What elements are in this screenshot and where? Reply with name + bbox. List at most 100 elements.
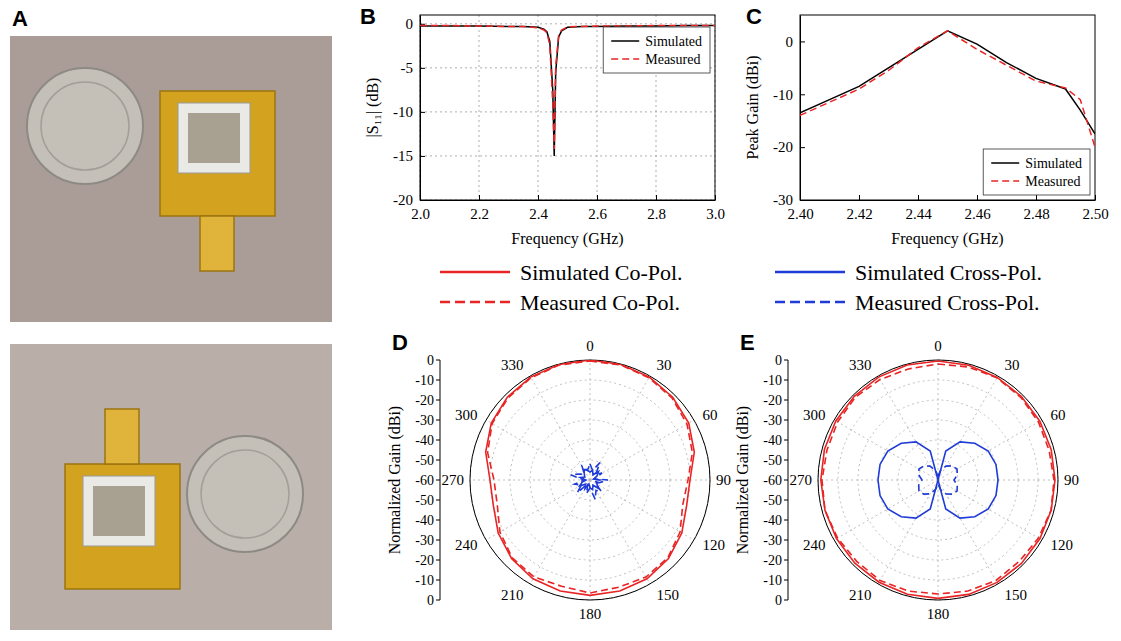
x-tick: 2.48 (1023, 195, 1049, 222)
x-tick-mark (656, 195, 657, 200)
photo-antenna-body (65, 464, 180, 589)
grid-line-y (420, 111, 715, 112)
series-line (800, 31, 1095, 134)
legend-label: Simulated (1025, 156, 1082, 171)
legend-label: Measured (645, 52, 700, 67)
x-tick-mark (538, 195, 539, 200)
radial-tick-label: -20 (763, 393, 782, 408)
grid-spoke (590, 420, 694, 480)
radial-tick-label: -50 (763, 453, 782, 468)
photo-coin-inner (41, 82, 129, 170)
grid-line-y (420, 155, 715, 156)
angle-tick-label: 90 (1064, 472, 1079, 488)
radial-tick-mark (784, 440, 788, 441)
photo-background (10, 344, 332, 630)
panel-letter: E (740, 330, 755, 355)
radial-tick-mark (784, 460, 788, 461)
angle-tick-label: 30 (656, 357, 671, 373)
x-axis-title: Frequency (GHz) (891, 230, 1003, 248)
radial-tick-label: 0 (775, 593, 782, 608)
x-tick-label: 3.0 (706, 206, 725, 222)
y-tick-mark (420, 68, 425, 69)
grid-spoke (938, 480, 998, 584)
legend-swatch (991, 180, 1019, 182)
angle-tick-label: 150 (656, 587, 679, 603)
radial-tick-label: 0 (427, 353, 434, 368)
angle-tick-label: 330 (501, 357, 524, 373)
photo-connector (105, 409, 139, 464)
radial-tick-label: 0 (775, 353, 782, 368)
radial-tick-mark (784, 480, 788, 481)
grid-spoke (878, 480, 938, 584)
x-tick: 2.8 (647, 195, 666, 222)
angle-tick-label: 0 (934, 338, 942, 354)
legend-box (983, 149, 1090, 195)
x-tick: 2.2 (470, 195, 489, 222)
radial-tick-label: -40 (763, 513, 782, 528)
polar-grid (818, 360, 1058, 600)
legend: SimulatedMeasured (983, 149, 1090, 195)
angle-tick-label: 300 (455, 407, 478, 423)
y-tick: 0 (406, 16, 426, 32)
x-tick-label: 2.4 (529, 206, 548, 222)
radial-tick-mark (784, 560, 788, 561)
polar-grid (470, 360, 710, 600)
radial-tick-mark (436, 600, 440, 601)
radial-tick-mark (436, 460, 440, 461)
series-line (571, 463, 608, 500)
series-line (919, 466, 958, 494)
radial-tick-label: -50 (763, 493, 782, 508)
series-line (420, 26, 715, 156)
series-line (486, 360, 695, 595)
radial-tick-mark (436, 360, 440, 361)
y-tick-mark (800, 41, 805, 42)
photo-coin-inner (201, 450, 289, 538)
photo-background (10, 36, 332, 322)
y-tick-label: -15 (393, 148, 413, 164)
radial-tick-mark (784, 540, 788, 541)
radial-tick-label: -40 (763, 433, 782, 448)
angle-tick-label: 270 (442, 472, 465, 488)
x-tick-label: 2.6 (588, 206, 607, 222)
panel-letter: A (12, 6, 28, 31)
radial-tick-label: -50 (415, 493, 434, 508)
radial-axis: -60-50-50-40-40-30-30-20-20-10-1000 (415, 353, 440, 608)
series-line (488, 361, 693, 593)
radial-tick-label: -20 (415, 393, 434, 408)
legend-box (603, 27, 710, 73)
plot-frame (800, 15, 1095, 200)
y-tick-mark (800, 147, 805, 148)
radial-tick-label: -60 (415, 473, 434, 488)
y-tick-label: -30 (773, 192, 793, 208)
polar-chart: 0306090120150180210240270300330-60-50-50… (734, 338, 1079, 622)
y-axis-title: Peak Gain (dBi) (744, 56, 762, 160)
radial-tick-mark (784, 520, 788, 521)
x-tick-mark (859, 195, 860, 200)
photo-coin (27, 68, 143, 184)
photo-antenna-body (160, 91, 275, 216)
x-tick: 2.6 (588, 195, 607, 222)
legend-swatch (440, 271, 510, 274)
legend-label: Simulated Co-Pol. (520, 260, 683, 285)
grid-spoke (530, 480, 590, 584)
angle-tick-label: 60 (703, 407, 718, 423)
radial-tick-label: -10 (763, 373, 782, 388)
x-tick-mark (597, 195, 598, 200)
radial-tick-mark (436, 440, 440, 441)
polar-chart: 0306090120150180210240270300330-60-50-50… (386, 338, 731, 622)
angle-axis: 0306090120150180210240270300330 (442, 338, 732, 622)
legend-swatch (440, 301, 510, 304)
series-line (822, 364, 1054, 594)
legend-swatch (611, 40, 639, 42)
grid-spoke (938, 376, 998, 480)
legend-label: Simulated Cross-Pol. (855, 260, 1042, 285)
panel-letter: C (746, 4, 762, 29)
y-tick: -5 (401, 60, 426, 76)
figure-root: ABCDE2.02.22.42.62.83.0-20-15-10-50Frequ… (0, 0, 1121, 641)
plot-area (821, 361, 1055, 598)
grid-spoke (938, 420, 1042, 480)
legend-label: Measured Cross-Pol. (855, 290, 1040, 315)
photo-antenna-patch (188, 113, 240, 163)
radial-tick-mark (436, 500, 440, 501)
grid-spoke (938, 480, 1042, 540)
